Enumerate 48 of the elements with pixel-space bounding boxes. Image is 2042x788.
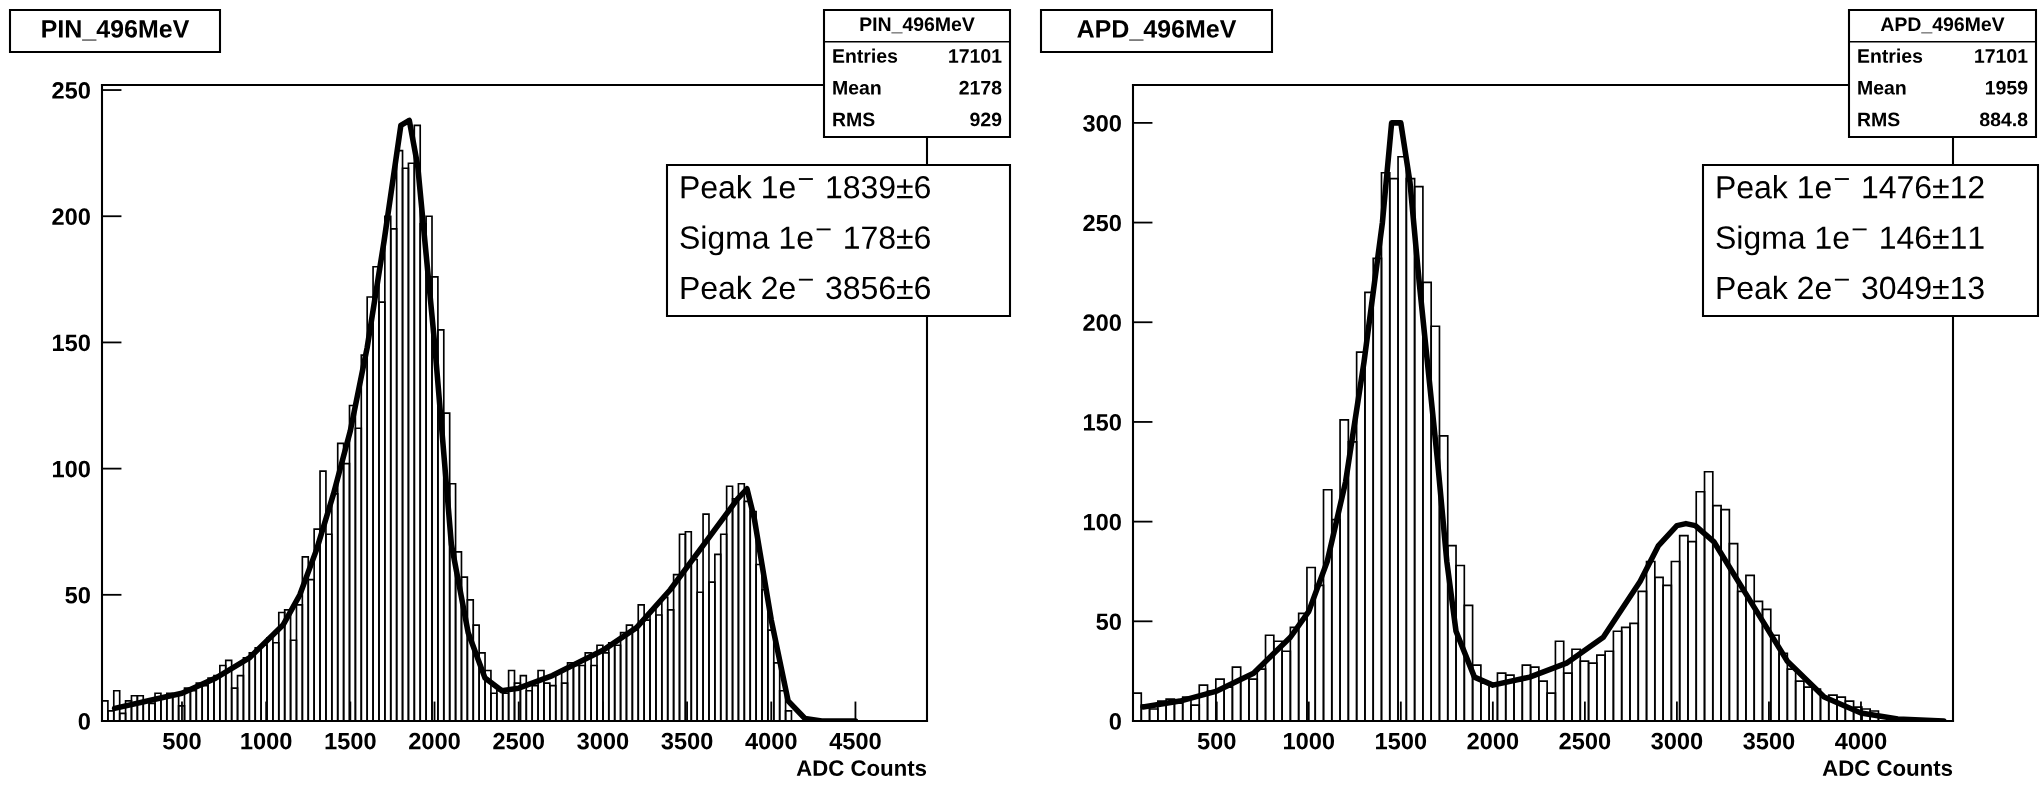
x-tick-label: 3500 — [661, 732, 713, 750]
y-tick-label: 0 — [1109, 713, 1121, 730]
text: Mean 1959 — [1858, 80, 2028, 95]
y-tick-label: 250 — [52, 82, 90, 99]
y-tick-label: 150 — [1083, 414, 1121, 431]
x-tick-label: 3000 — [1651, 732, 1703, 750]
chart-title: APD_496MeV — [1077, 20, 1237, 41]
y-tick-label: 100 — [1083, 513, 1121, 531]
y-tick-label: 250 — [1083, 214, 1121, 232]
text: RMS 884.8 — [1858, 112, 2028, 127]
annotation: Sigma 1e$^{−}$ 178±6 — [680, 225, 930, 256]
text: RMS 929 — [833, 112, 1002, 127]
y-tick-label: 200 — [1083, 314, 1121, 332]
x-tick-label: 2000 — [409, 732, 460, 750]
y-tick-label: 100 — [52, 460, 90, 478]
x-tick-label: 2000 — [1467, 732, 1519, 750]
x-tick-label: 4500 — [829, 732, 881, 750]
chart-title: PIN_496MeV — [42, 20, 190, 41]
x-tick-label: 2500 — [1559, 732, 1611, 750]
y-tick-label: 50 — [1096, 613, 1121, 631]
x-tick-label: 500 — [1197, 732, 1236, 750]
x-tick-label: 1000 — [1284, 732, 1335, 750]
y-tick-label: 50 — [65, 586, 90, 604]
text: PIN_496MeV — [860, 17, 975, 34]
annotation: Peak 1e$^{−}$ 1839±6 — [681, 175, 930, 199]
y-tick-label: 0 — [78, 713, 90, 730]
x-tick-label: 3500 — [1743, 732, 1795, 750]
annotation: Peak 2e$^{−}$ 3856±6 — [681, 275, 930, 300]
text: Mean 2178 — [833, 80, 1002, 95]
x-tick-label: 500 — [163, 732, 201, 750]
text: APD_496MeV — [1880, 17, 2005, 34]
annotation: Peak 2e$^{−}$ 3049±13 — [1717, 275, 1984, 300]
text: Entries 17101 — [1858, 48, 2028, 63]
annotation: Peak 1e$^{−}$ 1476±12 — [1717, 175, 1984, 199]
annotation: Sigma 1e$^{−}$ 146±11 — [1716, 225, 1984, 256]
x-tick-label: 1000 — [241, 732, 292, 750]
x-axis-title: ADC Counts — [1822, 760, 1953, 776]
x-tick-label: 1500 — [325, 732, 376, 750]
y-tick-label: 150 — [52, 334, 90, 352]
x-tick-label: 1500 — [1376, 732, 1427, 750]
x-tick-label: 4000 — [745, 732, 797, 750]
text: Entries 17101 — [833, 48, 1002, 63]
x-tick-label: 2500 — [493, 732, 545, 750]
x-tick-label: 4000 — [1835, 732, 1887, 750]
x-tick-label: 3000 — [577, 732, 629, 750]
y-tick-label: 300 — [1083, 114, 1121, 132]
y-tick-label: 200 — [52, 208, 90, 226]
x-axis-title: ADC Counts — [796, 760, 927, 776]
